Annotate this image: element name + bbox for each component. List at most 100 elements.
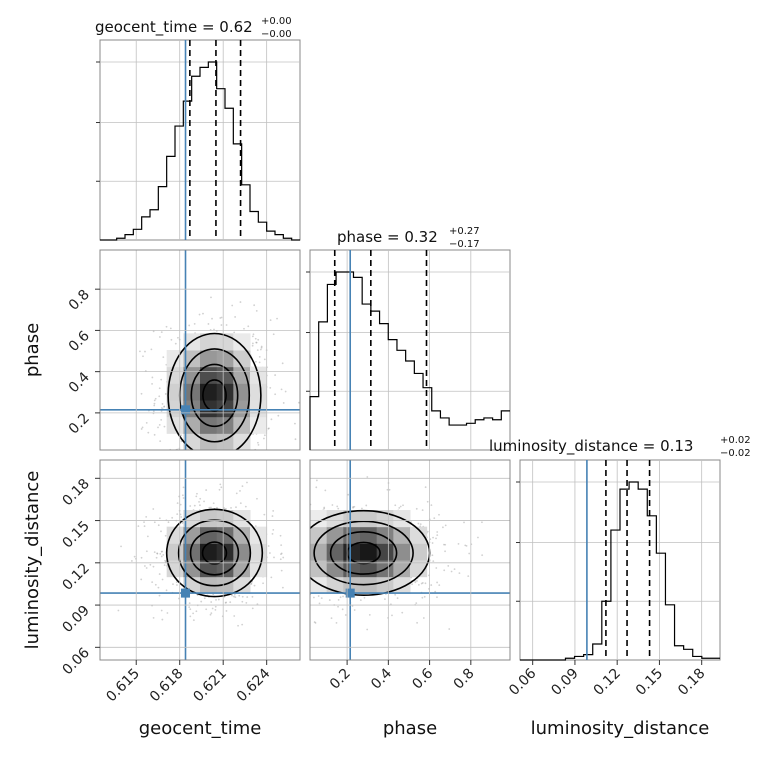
joint-geocent_time-phase-point [219, 317, 222, 319]
joint-phase-luminosity_distance-cell [393, 576, 411, 594]
joint-phase-luminosity_distance-point [280, 503, 282, 505]
joint-geocent_time-luminosity_distance-point [160, 550, 163, 553]
joint-geocent_time-phase-point [263, 358, 266, 361]
joint-geocent_time-phase-point [152, 330, 155, 333]
joint-phase-luminosity_distance-point [366, 476, 369, 478]
joint-geocent_time-luminosity_distance-contour-3 [165, 508, 264, 598]
ytick-label-phase-2: 0.6 [66, 328, 93, 355]
joint-phase-luminosity_distance-point [468, 552, 471, 555]
xtick-label-phase-2: 0.6 [409, 665, 436, 692]
joint-geocent_time-phase-point [225, 461, 227, 463]
xlabel-luminosity_distance: luminosity_distance [531, 718, 710, 739]
joint-geocent_time-luminosity_distance-point [251, 607, 254, 610]
joint-phase-luminosity_distance-point [286, 542, 288, 544]
joint-phase-luminosity_distance-point [307, 542, 309, 544]
joint-geocent_time-phase-point [141, 426, 144, 429]
joint-phase-luminosity_distance-point [444, 524, 447, 527]
joint-phase-luminosity_distance-point [286, 560, 288, 562]
joint-phase-luminosity_distance-point [335, 621, 338, 624]
joint-geocent_time-luminosity_distance-point [214, 605, 217, 608]
joint-geocent_time-phase-point [270, 418, 273, 421]
joint-geocent_time-phase-point [183, 462, 185, 464]
joint-geocent_time-luminosity_distance-point [158, 594, 161, 597]
joint-geocent_time-luminosity_distance-point [250, 582, 253, 585]
xtick-label-luminosity_distance-0: 0.06 [506, 665, 539, 698]
joint-phase-luminosity_distance-point [352, 506, 354, 509]
joint-geocent_time-phase-point [269, 386, 272, 389]
joint-phase-luminosity_distance-cell [393, 560, 411, 578]
joint-phase-luminosity_distance-point [435, 537, 437, 540]
xtick-label-luminosity_distance-4: 0.18 [675, 666, 708, 699]
joint-geocent_time-luminosity_distance-contour-0 [201, 541, 228, 565]
joint-phase-luminosity_distance-point [391, 614, 393, 617]
joint-geocent_time-phase-point [224, 457, 226, 459]
joint-geocent_time-phase-point [140, 392, 143, 395]
joint-geocent_time-luminosity_distance-point [210, 601, 213, 603]
joint-phase-luminosity_distance-point [467, 575, 470, 578]
joint-phase-luminosity_distance-cell [310, 526, 328, 544]
joint-geocent_time-luminosity_distance-point [179, 503, 182, 506]
joint-phase-luminosity_distance-point [430, 584, 433, 586]
joint-phase-luminosity_distance-point [300, 511, 302, 513]
joint-geocent_time-luminosity_distance-point [224, 601, 227, 604]
joint-phase-luminosity_distance-cell [360, 543, 378, 561]
joint-geocent_time-phase-point [214, 501, 216, 503]
joint-geocent_time-phase-contour-3 [167, 332, 262, 450]
joint-geocent_time-phase-point [161, 403, 164, 405]
joint-geocent_time-luminosity_distance-cell [183, 510, 201, 528]
joint-geocent_time-luminosity_distance-cell [183, 543, 201, 561]
joint-geocent_time-luminosity_distance-point [233, 615, 236, 617]
joint-geocent_time-phase-point [263, 437, 265, 440]
joint-geocent_time-luminosity_distance-point [154, 583, 157, 586]
joint-geocent_time-luminosity_distance-point [182, 497, 185, 499]
joint-phase-luminosity_distance-cell [410, 543, 428, 561]
joint-geocent_time-phase-point [139, 350, 141, 353]
joint-geocent_time-phase-point [177, 336, 179, 339]
joint-phase-luminosity_distance-point [394, 593, 397, 596]
joint-phase-luminosity_distance-point [436, 581, 438, 584]
joint-geocent_time-luminosity_distance-point [241, 600, 244, 603]
joint-geocent_time-phase-point [301, 343, 303, 345]
joint-geocent_time-phase-point [257, 338, 260, 341]
joint-geocent_time-phase-point [252, 462, 254, 464]
joint-phase-luminosity_distance-point [341, 608, 344, 611]
joint-phase-luminosity_distance-point [431, 542, 434, 544]
joint-geocent_time-phase-point [251, 335, 254, 338]
joint-geocent_time-phase-point [236, 462, 238, 464]
joint-phase-luminosity_distance-point [402, 504, 404, 507]
joint-phase-luminosity_distance-point [291, 597, 293, 599]
joint-phase-luminosity_distance-point [328, 599, 331, 601]
joint-phase-luminosity_distance-contour-2 [313, 520, 414, 586]
joint-phase-luminosity_distance-cell [376, 543, 394, 561]
joint-phase-luminosity_distance-cell [393, 526, 411, 544]
joint-geocent_time-phase-point [243, 327, 245, 330]
joint-phase-luminosity_distance-point [415, 507, 418, 510]
joint-geocent_time-phase-cell [250, 383, 268, 401]
joint-geocent_time-luminosity_distance-point [153, 521, 156, 524]
joint-phase-luminosity_distance-point [453, 568, 456, 571]
title-luminosity_distance-minus: −0.02 [720, 448, 751, 459]
joint-geocent_time-luminosity_distance-point [155, 556, 158, 559]
joint-geocent_time-phase-point [277, 414, 280, 417]
joint-geocent_time-luminosity_distance-point [145, 567, 148, 569]
hist-luminosity_distance-steps [520, 481, 720, 661]
joint-geocent_time-luminosity_distance-point [281, 586, 284, 589]
joint-geocent_time-phase-point [192, 484, 194, 486]
joint-geocent_time-luminosity_distance-cell [166, 543, 184, 561]
joint-geocent_time-phase-point [280, 388, 283, 391]
joint-geocent_time-luminosity_distance-cell [233, 576, 251, 594]
joint-geocent_time-phase-cell [183, 416, 201, 434]
joint-phase-luminosity_distance-point [307, 547, 309, 549]
joint-phase-luminosity_distance-point [399, 505, 402, 508]
joint-geocent_time-luminosity_distance-point [205, 608, 208, 611]
joint-geocent_time-luminosity_distance-point [181, 522, 184, 524]
joint-geocent_time-phase-point [274, 374, 277, 376]
ytick-label-luminosity_distance-3: 0.15 [59, 518, 92, 551]
joint-geocent_time-phase-point [208, 456, 210, 458]
joint-geocent_time-phase-point [144, 350, 146, 353]
joint-phase-luminosity_distance-point [284, 580, 286, 582]
joint-geocent_time-luminosity_distance-point [216, 506, 218, 509]
joint-geocent_time-luminosity_distance-point [239, 502, 242, 505]
joint-phase-luminosity_distance-cell [376, 576, 394, 594]
joint-geocent_time-luminosity_distance-point [192, 612, 195, 615]
